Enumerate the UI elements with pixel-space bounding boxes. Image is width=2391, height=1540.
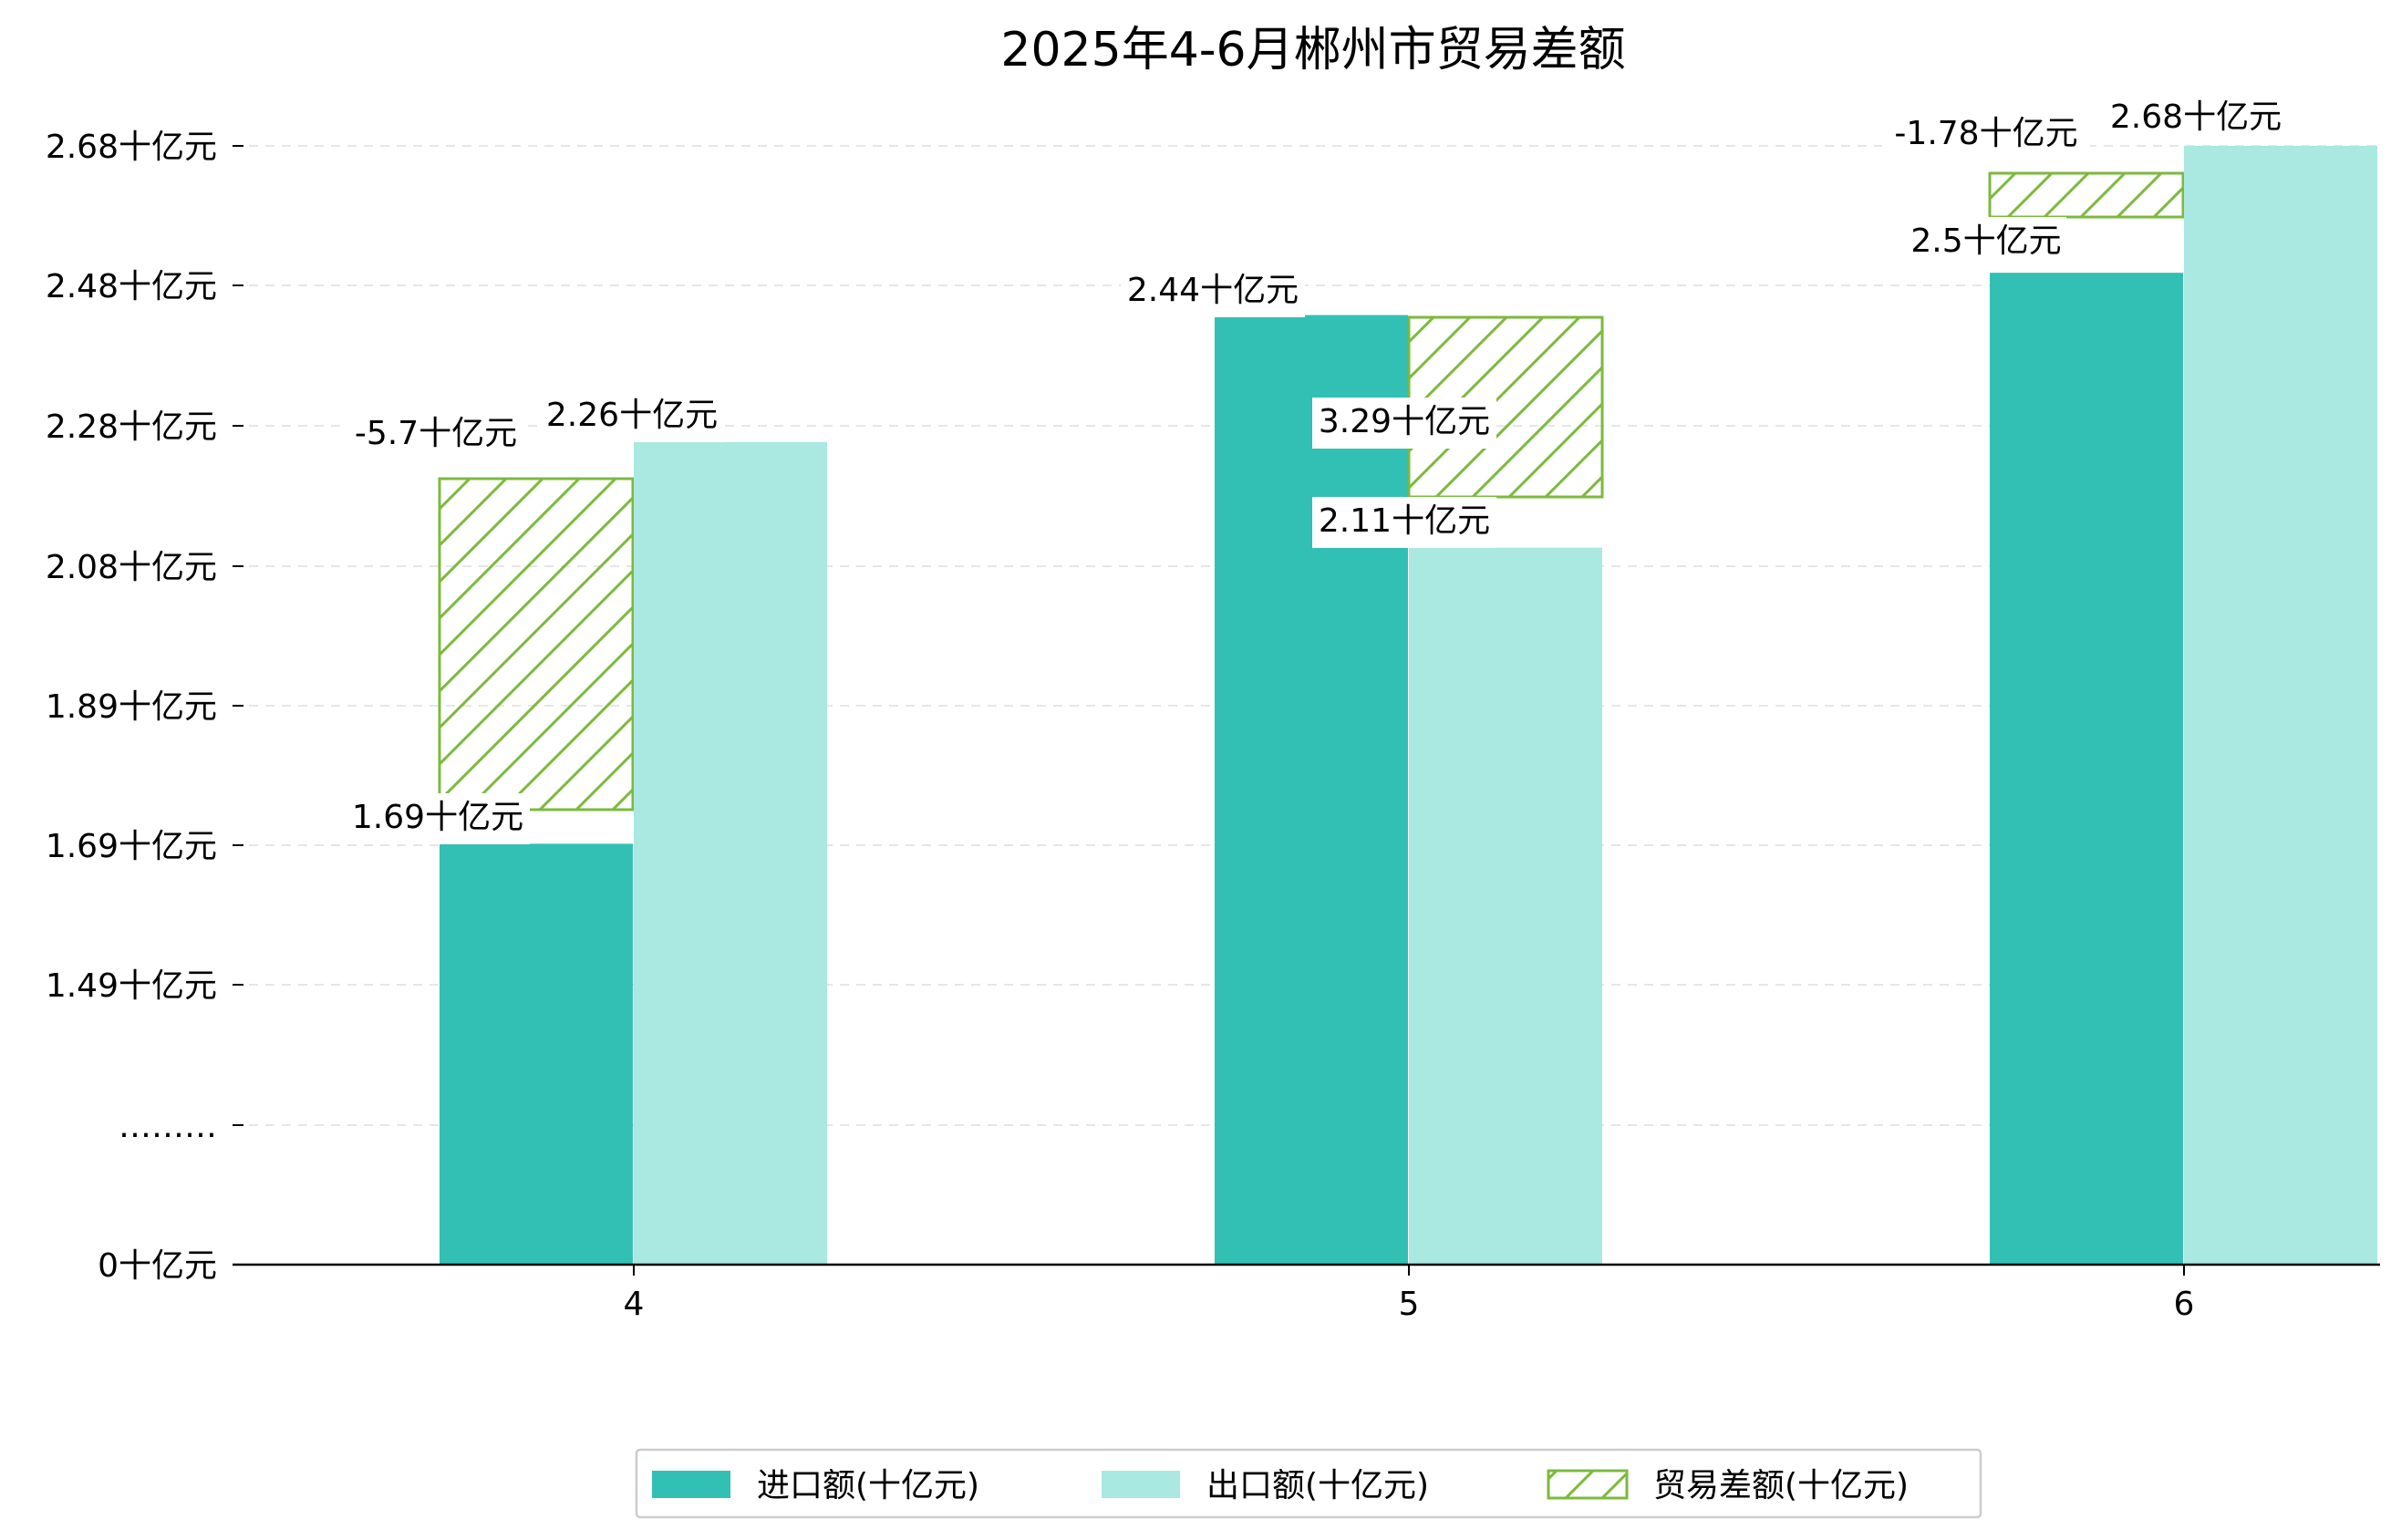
data-label: 2.68十亿元 [2104,93,2288,144]
data-label: 1.69十亿元 [346,793,530,844]
export-bar [634,441,827,1265]
chart-title: 2025年4-6月郴州市贸易差额 [1000,23,1625,78]
export-bar [1409,547,1602,1265]
import-bar [1990,273,2183,1265]
legend: 进口额(十亿元) 出口额(十亿元) 贸易差额(十亿元) [635,1448,1982,1519]
x-tick-label: 4 [624,1286,645,1323]
y-tick-label: 1.49十亿元 [46,967,217,1005]
export-bar [2184,146,2377,1265]
legend-item: 贸易差额(十亿元) [1547,1467,1909,1504]
legend-label: 进口额(十亿元) [757,1467,979,1504]
y-tick-label: 2.48十亿元 [46,268,217,305]
data-label-text: 2.44十亿元 [1127,272,1299,309]
data-label-text: -5.7十亿元 [355,415,517,452]
y-tick-label: 2.08十亿元 [46,549,217,586]
legend-item: 进口额(十亿元) [652,1467,979,1504]
data-label: -5.7十亿元 [344,409,528,460]
data-label: -1.78十亿元 [1882,109,2090,160]
data-label-text: 3.29十亿元 [1319,403,1490,440]
legend-item: 出口额(十亿元) [1102,1467,1429,1504]
data-label-bg [1121,266,1305,317]
data-label-bg [344,409,528,460]
y-tick-label: 1.69十亿元 [46,828,217,865]
balance-bar [438,477,635,811]
data-label: 3.29十亿元 [1312,398,1496,449]
balance-bar [1988,171,2185,219]
data-label-text: 1.69十亿元 [352,799,523,836]
import-bar [440,843,633,1265]
axes: 0十亿元 ……… 1.49十亿元 1.69十亿元 1.89十亿元 2.08十亿元 2.28十… [46,129,2380,1323]
data-label-text: 2.68十亿元 [2110,98,2282,136]
data-label: 2.26十亿元 [540,391,724,442]
data-label-bg [540,391,724,442]
data-labels: -5.7十亿元 2.26十亿元 1.69十亿元 2.44十亿元 3.29十亿元 2.11十… [344,93,2288,844]
x-tick-label: 6 [2174,1286,2195,1323]
data-label-text: 2.11十亿元 [1319,502,1490,540]
legend-swatch [652,1471,730,1498]
y-tick-label: 0十亿元 [98,1247,217,1285]
x-tick-label: 5 [1399,1286,1420,1323]
legend-swatch [1547,1469,1629,1500]
y-tick-label: ……… [119,1108,217,1145]
data-label-bg [346,793,530,844]
y-tick-label: 1.89十亿元 [46,688,217,726]
data-label: 2.11十亿元 [1312,497,1496,548]
data-label-bg [1312,398,1496,449]
legend-box [635,1448,1982,1519]
data-label-text: -1.78十亿元 [1894,115,2077,152]
legend-label: 出口额(十亿元) [1206,1467,1429,1504]
data-label-bg [2104,93,2288,144]
legend-swatch [1102,1471,1180,1498]
y-tick-label: 2.28十亿元 [46,408,217,446]
data-label-text: 2.26十亿元 [546,397,718,434]
bars [438,146,2377,1266]
data-label-text: 2.5十亿元 [1910,222,2061,260]
legend-label: 贸易差额(十亿元) [1653,1467,1909,1504]
data-label-bg [1312,497,1496,548]
data-label: 2.44十亿元 [1121,266,1305,317]
data-label: 2.5十亿元 [1906,217,2066,268]
data-label-bg [1882,109,2090,160]
data-label-bg [1906,217,2066,268]
y-tick-label: 2.68十亿元 [46,129,217,166]
import-bar [1215,315,1408,1266]
